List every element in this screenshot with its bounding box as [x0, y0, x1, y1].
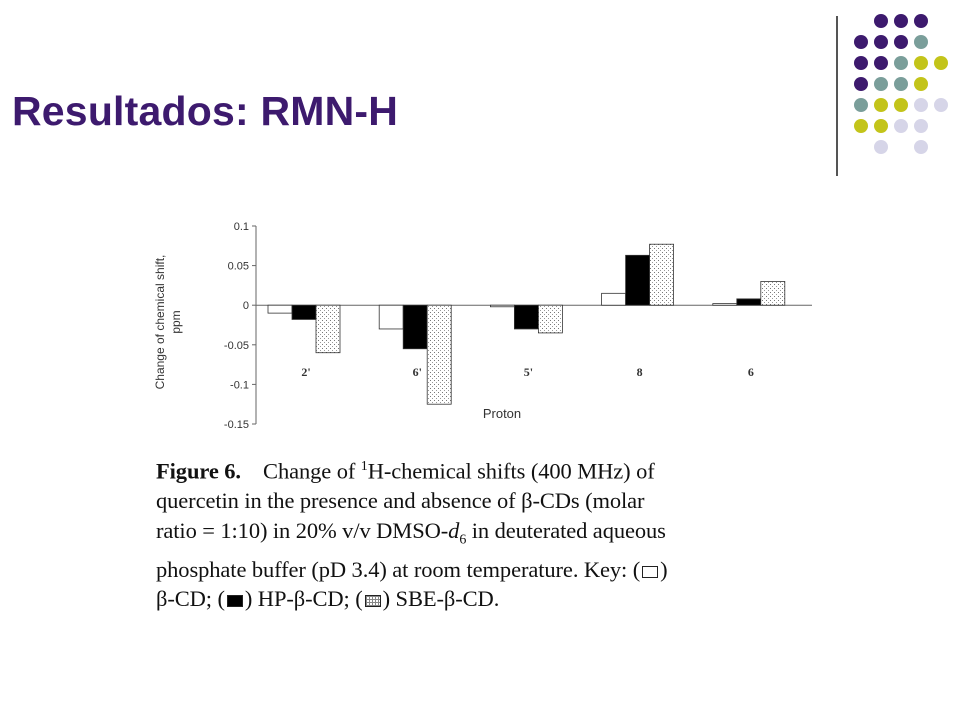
bar-hp	[291, 304, 317, 320]
y-tick-label: -0.15	[224, 419, 249, 431]
caption-dmso-d: d	[448, 517, 460, 543]
y-tick-label: 0.1	[234, 221, 249, 233]
bar-hp	[625, 254, 651, 306]
decorative-dot	[934, 56, 948, 70]
key-dotted-box	[364, 595, 381, 607]
bar-sbe	[760, 281, 786, 306]
bar-hp	[513, 304, 539, 330]
x-tick-label: 6	[748, 365, 754, 379]
figure-label: Figure 6.	[156, 458, 241, 484]
x-tick-label: 5'	[524, 365, 533, 379]
bar-sbe	[315, 304, 341, 354]
caption-text-1a: Change of	[263, 458, 361, 484]
decorative-dot	[854, 77, 868, 91]
key-open-box	[642, 565, 659, 578]
y-tick-label: 0.05	[228, 261, 249, 273]
decorative-dot	[914, 14, 928, 28]
bar-bcd	[378, 304, 404, 330]
caption-text-2: quercetin in the presence and absence of…	[156, 488, 645, 513]
decorative-dot	[854, 35, 868, 49]
bar-hp	[736, 298, 762, 306]
decorative-dot	[914, 77, 928, 91]
caption-text-4: phosphate buffer (pD 3.4) at room temper…	[156, 556, 641, 582]
decorative-dot	[874, 77, 888, 91]
slide-title: Resultados: RMN-H	[12, 88, 399, 134]
decorative-dot	[874, 35, 888, 49]
x-tick-label: 8	[637, 365, 643, 379]
bar-chart: 0.1 0.05 0 -0.05 -0.1 -0.15 Change of chemical…	[153, 221, 812, 431]
caption-key-2: ) HP-β-CD; (	[244, 586, 363, 611]
x-tick-label: 2'	[301, 365, 310, 379]
bar-sbe	[537, 304, 563, 334]
decorative-dot	[874, 14, 888, 28]
decorative-dot	[894, 35, 908, 49]
caption-text-3: ratio = 1:10) in 20% v/v DMSO-	[156, 517, 449, 543]
y-tick-label: -0.05	[224, 340, 249, 352]
caption-text-4-end: )	[660, 556, 668, 582]
caption-text-3b: in deuterated aqueous	[466, 517, 666, 543]
y-axis-label-unit: ppm	[169, 310, 183, 333]
decorative-dot	[894, 77, 908, 91]
decorative-dot	[914, 119, 928, 133]
bar-sbe	[649, 243, 675, 306]
bar-bcd	[489, 304, 515, 308]
decorative-dot	[914, 35, 928, 49]
bar-hp	[402, 304, 428, 350]
bar-bcd	[267, 304, 293, 314]
x-axis-label: Proton	[483, 406, 521, 421]
decorative-dot	[874, 119, 888, 133]
decorative-divider	[836, 16, 838, 176]
decorative-dot	[894, 14, 908, 28]
decorative-dot	[914, 140, 928, 154]
y-tick-label: 0	[243, 300, 249, 312]
caption-text-1b: H-chemical shifts (400 MHz) of	[367, 458, 655, 484]
bar-bcd	[601, 292, 627, 306]
caption-key-3: ) SBE-β-CD.	[382, 586, 500, 611]
x-tick-label: 6'	[413, 365, 422, 379]
caption-subscript: 6	[459, 532, 467, 547]
decorative-dot	[874, 98, 888, 112]
bar-bcd	[712, 303, 738, 306]
decorative-dot	[874, 56, 888, 70]
bar-sbe	[426, 304, 452, 405]
decorative-dot	[854, 56, 868, 70]
decorative-dot	[894, 98, 908, 112]
caption-superscript: 1	[360, 459, 368, 474]
decorative-dot	[894, 119, 908, 133]
figure-caption: Figure 6. Change of 1H-chemical shifts (…	[156, 452, 816, 614]
decorative-dot	[854, 98, 868, 112]
decorative-dot	[934, 98, 948, 112]
y-axis-label: Change of chemical shift,	[153, 255, 167, 390]
caption-key-1: β-CD; (	[156, 586, 225, 611]
decorative-dot	[894, 56, 908, 70]
figure: 0.1 0.05 0 -0.05 -0.1 -0.15 Change of chemical…	[150, 212, 820, 611]
decorative-dot	[874, 140, 888, 154]
y-tick-label: -0.1	[230, 379, 249, 391]
key-filled-box	[226, 595, 243, 607]
decorative-dot	[914, 56, 928, 70]
decorative-dot	[914, 98, 928, 112]
decorative-dot	[854, 119, 868, 133]
